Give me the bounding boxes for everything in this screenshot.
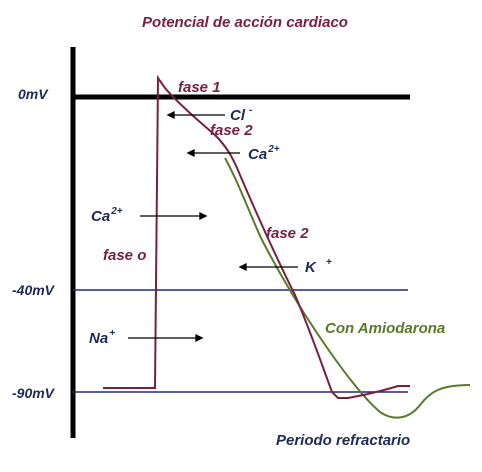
label-minus90: -90mV — [12, 385, 56, 401]
label-fase-0: fase o — [103, 247, 146, 264]
na-arrowhead-icon — [195, 333, 204, 343]
cl-arrowhead-icon — [166, 110, 175, 120]
label-amiodarone: Con Amiodarona — [325, 320, 445, 337]
label-0mv: 0mV — [18, 86, 49, 102]
ca-top-arrowhead-icon — [186, 148, 195, 158]
label-k: K + — [305, 257, 332, 276]
label-fase-1: fase 1 — [178, 79, 221, 96]
normal-action-potential-curve — [103, 74, 410, 399]
label-fase-2-mid: fase 2 — [266, 225, 309, 242]
label-fase-2-top: fase 2 — [210, 122, 253, 139]
diagram-title: Potencial de acción cardiaco — [142, 14, 348, 31]
ca-left-arrowhead-icon — [199, 211, 208, 221]
label-refractory-period: Periodo refractario — [276, 432, 410, 449]
label-ca-top: Ca2+ — [248, 144, 280, 163]
label-na: Na+ — [89, 328, 115, 347]
label-ca-left: Ca2+ — [91, 206, 123, 225]
label-minus40: -40mV — [12, 282, 56, 298]
k-arrowhead-icon — [238, 262, 247, 272]
amiodarone-curve — [224, 157, 471, 419]
label-cl: Cl - — [230, 105, 253, 124]
